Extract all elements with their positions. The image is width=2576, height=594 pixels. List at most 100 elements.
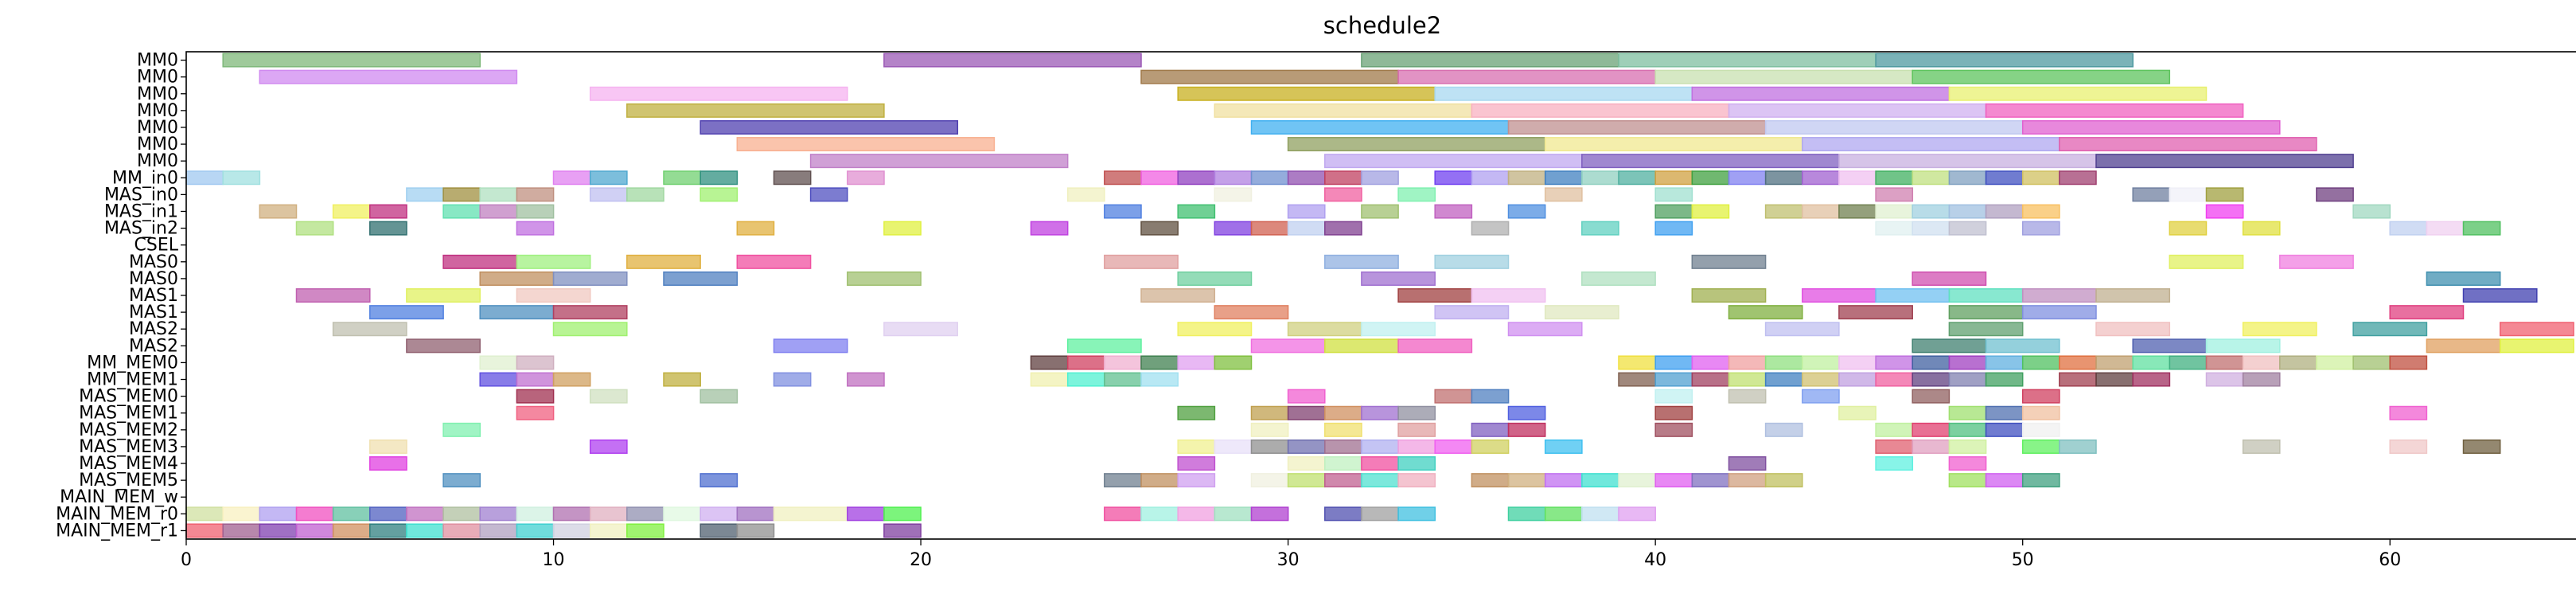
task-bar [1581, 170, 1619, 186]
task-bar [2242, 221, 2281, 236]
task-bar [516, 355, 555, 370]
task-bar [2059, 372, 2097, 387]
task-bar [1507, 322, 1583, 337]
task-bar [1287, 170, 1326, 186]
task-bar [1361, 271, 1436, 286]
x-tick-label: 0 [181, 550, 192, 570]
task-bar [516, 204, 555, 219]
task-bar [1397, 456, 1436, 471]
task-bar [2021, 221, 2060, 236]
task-bar [1838, 355, 1876, 370]
y-tick-label: MM0 [137, 118, 178, 138]
task-bar [552, 271, 628, 286]
task-bar [442, 254, 518, 269]
task-bar [2499, 338, 2574, 354]
task-bar [1654, 372, 1693, 387]
task-bar [1066, 338, 1142, 354]
task-bar [442, 506, 481, 522]
task-bar [663, 170, 701, 186]
task-bar [1471, 103, 1730, 118]
task-bar [1177, 86, 1436, 101]
task-bar [1177, 271, 1253, 286]
task-bar [2021, 405, 2060, 420]
task-bar [406, 506, 444, 522]
task-bar [295, 523, 334, 538]
task-bar [1948, 456, 1987, 471]
task-bar [1912, 170, 1951, 186]
task-bar [2132, 372, 2171, 387]
task-bar [1250, 221, 1289, 236]
task-bar [1581, 271, 1656, 286]
task-bar [1912, 271, 1987, 286]
task-bar [2205, 355, 2244, 370]
task-bar [1104, 473, 1142, 488]
task-bar [1912, 422, 1951, 437]
task-bar [479, 523, 518, 538]
task-bar [1838, 305, 1913, 320]
task-bar [1250, 338, 1326, 354]
y-tick-label: MAS2 [129, 336, 178, 356]
task-bar [1177, 506, 1216, 522]
task-bar [2205, 372, 2244, 387]
task-bar [2462, 439, 2501, 454]
task-bar [1507, 422, 1546, 437]
task-bar [369, 523, 407, 538]
task-bar [1912, 372, 1951, 387]
task-bar [1875, 422, 1914, 437]
task-bar [2132, 355, 2171, 370]
task-bar [1250, 170, 1289, 186]
task-bar [2389, 405, 2428, 420]
task-bar [552, 305, 628, 320]
task-bar [2426, 338, 2501, 354]
task-bar [1214, 170, 1253, 186]
y-tick-label: MAS_in1 [104, 201, 178, 221]
task-bar [1985, 170, 2024, 186]
task-bar [552, 506, 591, 522]
task-bar [1912, 389, 1951, 404]
task-bar [2242, 355, 2281, 370]
task-bar [1324, 254, 1399, 269]
task-bar [1361, 204, 1399, 219]
task-bar [1177, 355, 1216, 370]
x-tick-label: 30 [1277, 550, 1300, 570]
task-bar [1728, 372, 1767, 387]
task-bar [2389, 305, 2465, 320]
task-bar [1287, 456, 1326, 471]
task-bar [479, 305, 555, 320]
task-bar [1912, 439, 1951, 454]
x-tick-label: 60 [2379, 550, 2401, 570]
task-bar [516, 405, 555, 420]
task-bar [1140, 170, 1179, 186]
task-bar [1104, 170, 1142, 186]
task-bar [516, 523, 555, 538]
task-bar [589, 187, 628, 202]
task-bar [1397, 288, 1473, 303]
task-bar [516, 187, 555, 202]
task-bar [1104, 355, 1142, 370]
task-bar [1214, 103, 1473, 118]
task-bar [295, 288, 371, 303]
task-bar [700, 187, 739, 202]
task-bar [589, 170, 628, 186]
task-bar [185, 523, 224, 538]
task-bar [663, 372, 701, 387]
task-bar [1287, 221, 1326, 236]
y-tick-label: MAIN_MEM_r1 [56, 521, 178, 541]
task-bar [259, 523, 298, 538]
task-bar [1287, 204, 1326, 219]
task-bar [222, 170, 261, 186]
task-bar [1214, 355, 1253, 370]
task-bar [1764, 355, 1803, 370]
task-bar [1397, 69, 1656, 84]
task-bar [1544, 305, 1619, 320]
y-tick-label: MM0 [137, 151, 178, 171]
task-bar [2389, 221, 2428, 236]
task-bar [2462, 288, 2538, 303]
task-bar [2205, 204, 2244, 219]
task-bar [1691, 204, 1730, 219]
task-bar [1287, 439, 1326, 454]
task-bar [2426, 221, 2465, 236]
task-bar [1618, 170, 1656, 186]
task-bar [1287, 405, 1326, 420]
task-bar [479, 372, 518, 387]
